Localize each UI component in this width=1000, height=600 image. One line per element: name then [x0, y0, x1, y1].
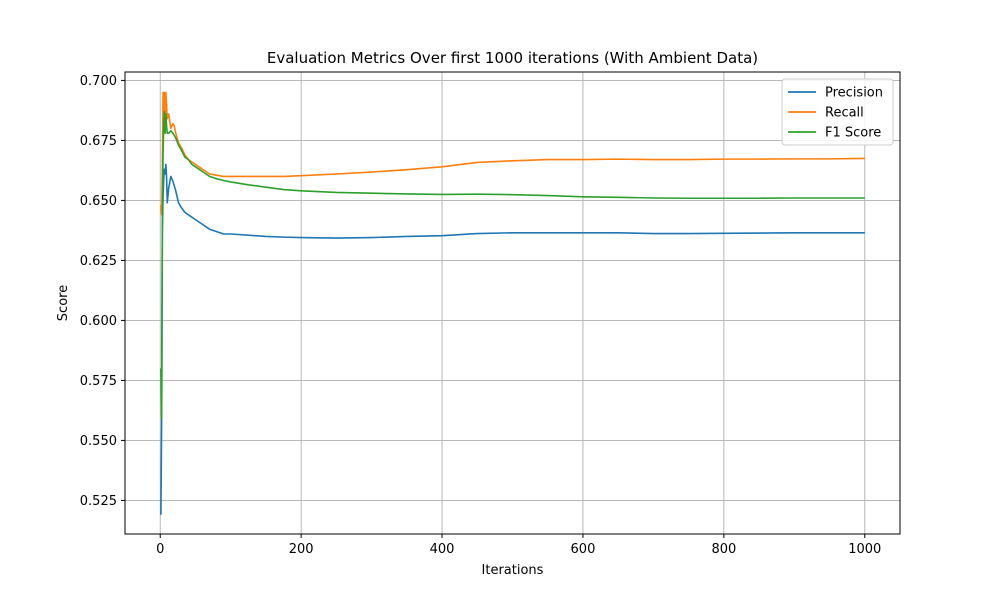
y-tick-label: 0.625	[80, 254, 117, 269]
x-tick-label: 0	[156, 542, 164, 557]
x-tick-label: 600	[571, 542, 596, 557]
legend-box	[781, 78, 894, 146]
grid	[125, 72, 900, 534]
y-tick-label: 0.650	[80, 194, 117, 209]
legend-label-f1-score: F1 Score	[825, 126, 881, 141]
y-tick-label: 0.600	[80, 314, 117, 329]
y-tick-label: 0.675	[80, 134, 117, 149]
y-tick-label: 0.525	[80, 494, 117, 509]
y-axis-label: Score	[56, 285, 71, 321]
legend-label-recall: Recall	[825, 106, 864, 121]
series-line-precision	[160, 163, 865, 515]
y-tick-label: 0.575	[80, 374, 117, 389]
legend: Precision Recall F1 Score	[781, 78, 894, 146]
series-line-f1-score	[160, 110, 865, 420]
series-line-recall	[160, 91, 865, 216]
x-axis-ticks: 0 200 400 600 800 1000	[156, 534, 881, 557]
chart-title: Evaluation Metrics Over first 1000 itera…	[267, 49, 758, 67]
x-tick-label: 1000	[848, 542, 881, 557]
plot-frame	[124, 71, 901, 535]
y-axis-ticks: 0.525 0.550 0.575 0.600 0.625 0.650 0.675 0.700	[80, 74, 125, 509]
x-tick-label: 200	[289, 542, 314, 557]
x-tick-label: 400	[430, 542, 455, 557]
y-tick-label: 0.550	[80, 434, 117, 449]
x-tick-label: 800	[711, 542, 736, 557]
x-axis-label: Iterations	[482, 563, 544, 578]
legend-label-precision: Precision	[825, 86, 883, 101]
series-lines	[160, 91, 865, 515]
y-tick-label: 0.700	[80, 74, 117, 89]
